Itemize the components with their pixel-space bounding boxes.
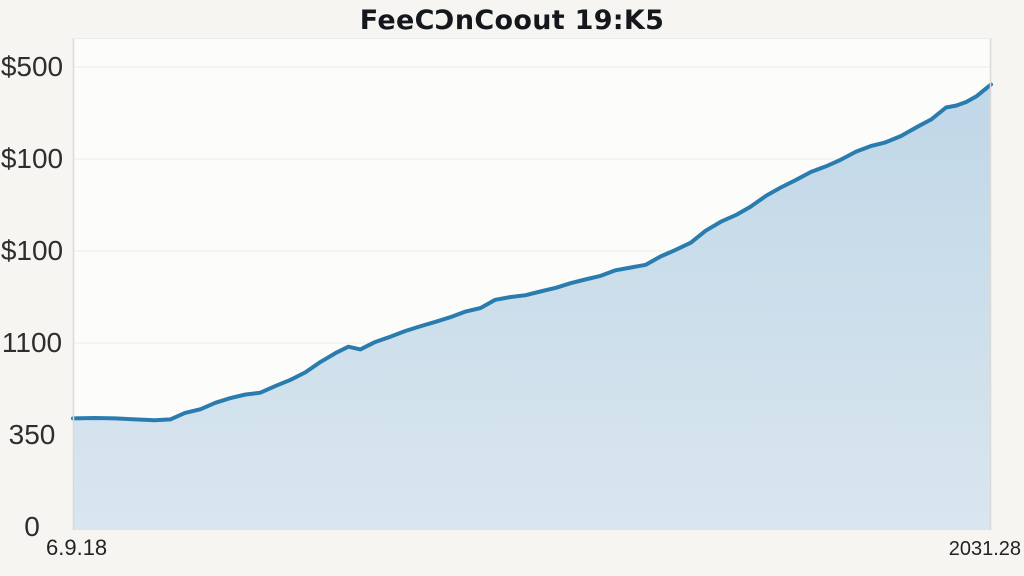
y-tick-label: 350 (8, 419, 56, 450)
y-tick-label: $100 (0, 235, 64, 266)
chart-title: FeeCƆnCoout 19:K5 (359, 5, 665, 36)
trend-line (71, 82, 993, 423)
y-tick-label: $100 (0, 143, 64, 174)
x-tick-label-right: 2031.28 (948, 538, 1021, 560)
y-tick-label: $500 (0, 51, 64, 82)
x-tick-label-left: 6.9.18 (46, 535, 108, 560)
y-tick-label: 1100 (1, 327, 63, 358)
y-tick-label: 0 (24, 511, 40, 542)
area-fill (73, 84, 991, 530)
